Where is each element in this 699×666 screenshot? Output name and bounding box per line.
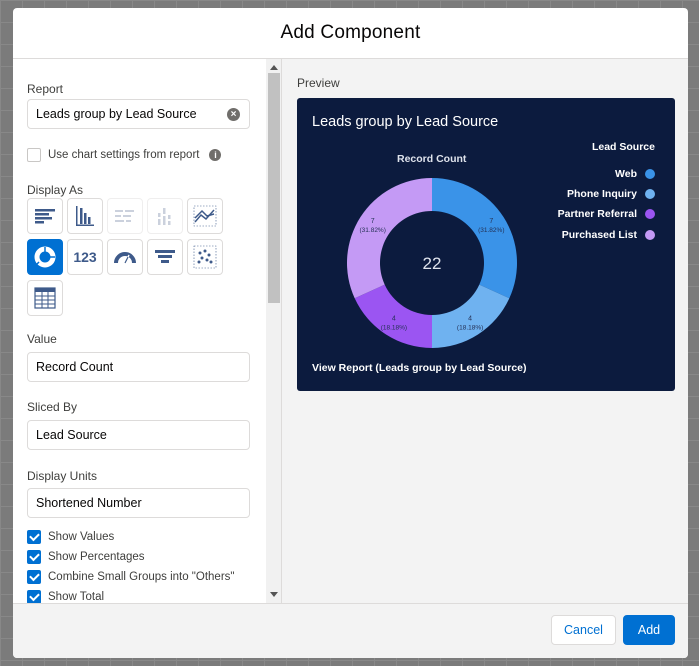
donut-chart-type-button[interactable] — [27, 239, 63, 275]
gauge-type-button[interactable] — [107, 239, 143, 275]
modal-header: Add Component — [13, 8, 688, 59]
cancel-button[interactable]: Cancel — [551, 615, 616, 645]
stacked-vertical-bar-icon — [154, 205, 176, 227]
chart-preview-card: Leads group by Lead Source Record Count … — [297, 98, 675, 391]
slice-value-label: 4 — [468, 315, 472, 322]
report-label: Report — [27, 82, 64, 96]
table-type-button[interactable] — [27, 280, 63, 316]
report-field[interactable]: Leads group by Lead Source × — [27, 99, 250, 129]
vertical-bar-chart-icon — [75, 205, 95, 227]
combine-small-groups-checkbox[interactable] — [27, 570, 41, 584]
scatter-chart-type-button[interactable] — [187, 239, 223, 275]
preview-panel: Preview Leads group by Lead Source Recor… — [283, 59, 688, 603]
use-chart-settings-label: Use chart settings from report — [48, 149, 200, 161]
funnel-type-button[interactable] — [147, 239, 183, 275]
option-label: Show Values — [48, 531, 115, 543]
legend-swatch — [645, 169, 655, 180]
donut-chart: 7 (31.82%) 4 (18.18%) 4 (18.18%) 7 (31.82%) 22 — [347, 178, 517, 348]
donut-total: 22 — [423, 254, 442, 273]
legend-label: Purchased List — [561, 228, 637, 241]
metric-icon: 123 — [73, 249, 97, 265]
display-units-field[interactable]: Shortened Number — [27, 488, 250, 518]
horizontal-bar-chart-type-button[interactable] — [27, 198, 63, 234]
display-units-label: Display Units — [27, 469, 98, 483]
value-field[interactable]: Record Count — [27, 352, 250, 382]
line-chart-icon — [193, 205, 217, 227]
legend-item[interactable]: Web — [558, 164, 655, 184]
add-button[interactable]: Add — [623, 615, 675, 645]
sliced-by-field[interactable]: Lead Source — [27, 420, 250, 450]
view-report-link[interactable]: View Report (Leads group by Lead Source) — [312, 362, 527, 374]
modal-title: Add Component — [280, 22, 421, 43]
slice-value-label: 4 — [392, 315, 396, 322]
legend-swatch — [645, 189, 655, 200]
sliced-by-field-value: Lead Source — [36, 428, 107, 442]
horizontal-bar-chart-icon — [34, 207, 56, 225]
option-label: Show Percentages — [48, 551, 145, 563]
option-label: Show Total — [48, 591, 105, 603]
slice-percent-label: (18.18%) — [457, 324, 483, 331]
value-label: Value — [27, 332, 57, 346]
donut-slice[interactable] — [432, 178, 517, 299]
legend-item[interactable]: Phone Inquiry — [558, 184, 655, 204]
show-percentages-checkbox[interactable] — [27, 550, 41, 564]
stacked-horizontal-bar-icon — [114, 207, 136, 225]
legend-label: Web — [615, 168, 637, 181]
legend-swatch — [645, 229, 655, 240]
display-as-label: Display As — [27, 183, 84, 197]
option-combine-small-groups: Combine Small Groups into "Others" — [27, 570, 235, 584]
show-total-checkbox[interactable] — [27, 590, 41, 603]
chart-subtitle: Record Count — [397, 153, 467, 165]
info-icon[interactable]: i — [209, 149, 222, 161]
chart-legend: Web Phone Inquiry Partner Referral Purchase… — [558, 164, 655, 245]
preview-label: Preview — [297, 76, 340, 90]
modal-body: Report Leads group by Lead Source × Use … — [13, 59, 688, 603]
chart-title: Leads group by Lead Source — [312, 114, 499, 130]
legend-label: Partner Referral — [557, 208, 637, 221]
funnel-icon — [154, 248, 176, 266]
clear-icon[interactable]: × — [227, 108, 240, 121]
stacked-horizontal-bar-type-button[interactable] — [107, 198, 143, 234]
slice-percent-label: (18.18%) — [381, 324, 407, 331]
report-field-value: Leads group by Lead Source — [36, 107, 197, 121]
vertical-bar-chart-type-button[interactable] — [67, 198, 103, 234]
option-label: Combine Small Groups into "Others" — [48, 571, 235, 583]
option-show-total: Show Total — [27, 590, 104, 603]
stacked-vertical-bar-type-button[interactable] — [147, 198, 183, 234]
settings-scrollbar[interactable] — [266, 59, 282, 603]
scroll-down-arrow-icon[interactable] — [270, 592, 278, 597]
donut-slice[interactable] — [347, 178, 432, 299]
donut-chart-icon — [33, 245, 57, 269]
sliced-by-label: Sliced By — [27, 400, 78, 414]
slice-value-label: 7 — [371, 218, 375, 225]
option-show-values: Show Values — [27, 530, 114, 544]
value-field-value: Record Count — [36, 360, 114, 374]
scatter-chart-icon — [193, 245, 217, 269]
slice-percent-label: (31.82%) — [478, 227, 504, 234]
donut-slice[interactable] — [354, 284, 432, 348]
legend-label: Phone Inquiry — [566, 188, 637, 201]
scroll-thumb[interactable] — [268, 73, 280, 303]
metric-type-button[interactable]: 123 — [67, 239, 103, 275]
table-icon — [34, 287, 56, 309]
option-show-percentages: Show Percentages — [27, 550, 145, 564]
scroll-up-arrow-icon[interactable] — [270, 65, 278, 70]
legend-title: Lead Source — [591, 141, 655, 153]
donut-slice[interactable] — [432, 284, 510, 348]
use-chart-settings-checkbox[interactable] — [27, 148, 41, 162]
settings-panel: Report Leads group by Lead Source × Use … — [13, 59, 266, 603]
slice-value-label: 7 — [489, 218, 493, 225]
modal-footer: Cancel Add — [13, 603, 688, 658]
legend-swatch — [645, 209, 655, 220]
slice-percent-label: (31.82%) — [360, 227, 386, 234]
gauge-icon — [113, 249, 137, 265]
line-chart-type-button[interactable] — [187, 198, 223, 234]
legend-item[interactable]: Partner Referral — [558, 204, 655, 224]
use-chart-settings-row: Use chart settings from report i — [27, 148, 222, 162]
show-values-checkbox[interactable] — [27, 530, 41, 544]
legend-item[interactable]: Purchased List — [558, 225, 655, 245]
display-units-field-value: Shortened Number — [36, 496, 142, 510]
add-component-modal: Add Component Report Leads group by Lead… — [13, 8, 688, 658]
